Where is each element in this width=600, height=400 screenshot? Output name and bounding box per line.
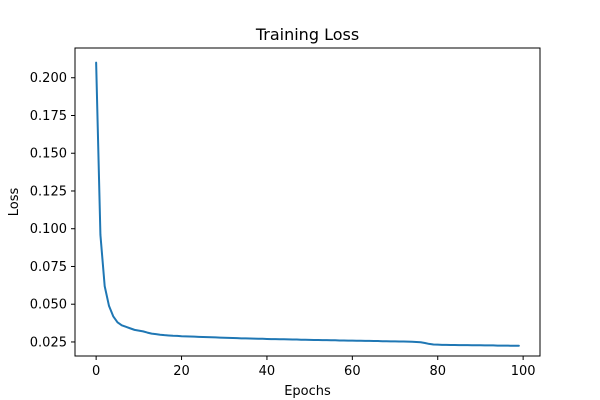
- y-tick-label: 0.175: [30, 109, 67, 124]
- x-tick-label: 40: [259, 364, 276, 379]
- x-tick-label: 0: [92, 364, 100, 379]
- series-line-loss: [95, 61, 520, 347]
- y-tick-label: 0.050: [30, 298, 67, 313]
- x-tick-label: 100: [511, 364, 536, 379]
- y-tick-label: 0.100: [30, 222, 67, 237]
- x-tick-label: 80: [429, 364, 446, 379]
- x-axis-ticks: 0 20 40 60 80 100: [92, 356, 536, 379]
- x-axis-label: Epochs: [284, 384, 331, 399]
- y-tick-label: 0.200: [30, 71, 67, 86]
- plot-frame: [74, 47, 541, 357]
- y-tick-label: 0.075: [30, 260, 67, 275]
- x-tick-label: 60: [344, 364, 361, 379]
- chart-title: Training Loss: [255, 25, 359, 44]
- y-axis-label: Loss: [7, 188, 22, 217]
- y-tick-label: 0.125: [30, 184, 67, 199]
- y-axis-ticks: 0.025 0.050 0.075 0.100 0.125 0.150 0.175 0.200: [30, 71, 75, 350]
- y-tick-label: 0.025: [30, 335, 67, 350]
- x-tick-label: 20: [173, 364, 190, 379]
- y-tick-label: 0.150: [30, 147, 67, 162]
